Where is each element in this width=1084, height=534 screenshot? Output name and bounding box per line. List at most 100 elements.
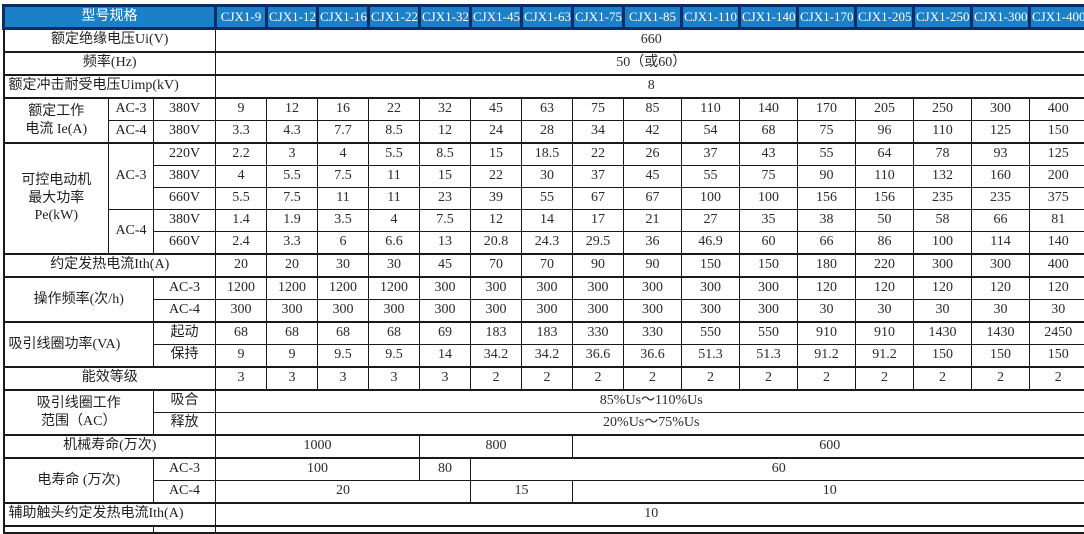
row-label — [154, 526, 216, 533]
value-cell: 910 — [856, 322, 914, 345]
value-cell: 2 — [624, 367, 682, 390]
value-cell: 30 — [1030, 300, 1084, 323]
value-cell: 400 — [1030, 254, 1084, 277]
value-cell: 170 — [798, 98, 856, 121]
value-cell: 120 — [972, 277, 1030, 300]
model-column-header: CJX1-400 — [1030, 6, 1084, 29]
value-cell: 91.2 — [798, 345, 856, 368]
value-cell: 36 — [624, 232, 682, 255]
value-cell: 8.5 — [369, 121, 420, 144]
value-cell: 78 — [914, 143, 972, 166]
value-cell: 150 — [740, 254, 798, 277]
value-cell: 2.4 — [216, 232, 267, 255]
value-cell: 330 — [624, 322, 682, 345]
value-cell: 100 — [914, 232, 972, 255]
row-label: 吸合 — [154, 390, 216, 413]
value-cell: 300 — [267, 300, 318, 323]
value-cell: 2450 — [1030, 322, 1084, 345]
row-label: 额定冲击耐受电压Uimp(kV) — [4, 75, 216, 98]
model-column-header: CJX1-63 — [522, 6, 573, 29]
value-cell: 29.5 — [573, 232, 624, 255]
value-cell: 132 — [914, 166, 972, 188]
row-label: 吸引线圈工作 范围（AC） — [4, 390, 154, 435]
row-label: 380V — [154, 98, 216, 121]
value-cell: 125 — [1030, 143, 1084, 166]
value-cell: 7.5 — [267, 188, 318, 210]
value-cell: 45 — [624, 166, 682, 188]
model-column-header: CJX1-75 — [573, 6, 624, 29]
value-cell: 100 — [682, 188, 740, 210]
value-cell: 550 — [682, 322, 740, 345]
value-cell: 183 — [522, 322, 573, 345]
value-cell: 30 — [369, 254, 420, 277]
model-column-header: CJX1-110 — [682, 6, 740, 29]
value-cell: 300 — [682, 277, 740, 300]
value-cell: 235 — [914, 188, 972, 210]
value-cell: 2 — [1030, 367, 1084, 390]
value-cell: 2 — [798, 367, 856, 390]
value-cell: 12 — [420, 121, 471, 144]
row-label: AC-4 — [109, 121, 154, 144]
value-cell: 14 — [522, 210, 573, 232]
value-cell: 15 — [471, 143, 522, 166]
value-cell: 125 — [972, 121, 1030, 144]
value-cell: 68 — [216, 322, 267, 345]
row-label: 660V — [154, 188, 216, 210]
row-label: 保持 — [154, 345, 216, 368]
model-column-header: CJX1-9 — [216, 6, 267, 29]
value-cell: 220 — [856, 254, 914, 277]
value-cell: 22 — [573, 143, 624, 166]
value-cell: 114 — [972, 232, 1030, 255]
value-cell: 2 — [972, 367, 1030, 390]
value-cell: 24 — [471, 121, 522, 144]
value-cell: 34.2 — [471, 345, 522, 368]
value-cell: 140 — [1030, 232, 1084, 255]
value-cell: 11 — [369, 166, 420, 188]
value-cell: 120 — [914, 277, 972, 300]
value-cell: 46.9 — [682, 232, 740, 255]
value-cell: 4.3 — [267, 121, 318, 144]
value-cell: 100 — [740, 188, 798, 210]
value-cell: 375 — [1030, 188, 1084, 210]
value-cell: 150 — [972, 345, 1030, 368]
corner-header-cell: 型号规格 — [4, 6, 216, 29]
row-label: 380V — [154, 210, 216, 232]
value-cell: 60 — [740, 232, 798, 255]
row-cutoff-partial — [4, 526, 1084, 533]
value-cell: 1430 — [972, 322, 1030, 345]
value-cell: 300 — [420, 277, 471, 300]
row-label: 频率(Hz) — [4, 52, 216, 75]
value-cell: 1000 — [216, 435, 420, 458]
model-column-header: CJX1-32 — [420, 6, 471, 29]
row-label: 释放 — [154, 413, 216, 436]
row-label: AC-4 — [154, 300, 216, 323]
value-cell: 140 — [740, 98, 798, 121]
value-cell: 150 — [914, 345, 972, 368]
value-cell: 66 — [972, 210, 1030, 232]
value-cell: 300 — [740, 300, 798, 323]
value-cell: 600 — [573, 435, 1084, 458]
value-cell: 85 — [624, 98, 682, 121]
value-cell: 38 — [798, 210, 856, 232]
value-cell: 300 — [420, 300, 471, 323]
value-cell: 1.4 — [216, 210, 267, 232]
value-cell: 45 — [420, 254, 471, 277]
row-label: AC-3 — [154, 458, 216, 481]
value-cell: 6 — [318, 232, 369, 255]
row-label: 辅助触头约定发热电流Ith(A) — [4, 503, 216, 526]
value-cell: 300 — [522, 300, 573, 323]
model-column-header: CJX1-140 — [740, 6, 798, 29]
value-cell: 45 — [471, 98, 522, 121]
value-cell: 91.2 — [856, 345, 914, 368]
value-cell: 3 — [216, 367, 267, 390]
value-cell: 80 — [420, 458, 471, 481]
row-label: 机械寿命(万次) — [4, 435, 216, 458]
value-cell: 5.5 — [216, 188, 267, 210]
value-cell: 68 — [267, 322, 318, 345]
model-column-header: CJX1-300 — [972, 6, 1030, 29]
